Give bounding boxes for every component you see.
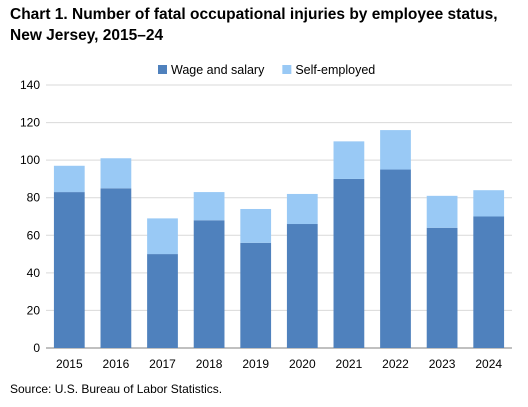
x-tick-label: 2016 <box>103 357 130 371</box>
bar-self-employed-2017 <box>147 218 178 255</box>
bar-wage-and-salary-2017 <box>147 254 178 348</box>
y-tick-label: 120 <box>20 116 40 130</box>
bar-wage-and-salary-2016 <box>100 188 132 348</box>
legend-label: Wage and salary <box>171 63 265 77</box>
bar-self-employed-2024 <box>473 190 505 217</box>
bar-self-employed-2020 <box>286 193 318 225</box>
bar-self-employed-2023 <box>426 195 458 228</box>
bar-wage-and-salary-2019 <box>240 242 272 348</box>
y-axis-ticks: 0 20 40 60 80 100 120 140 <box>20 78 40 355</box>
bar-self-employed-2018 <box>193 192 225 221</box>
bars <box>53 130 505 348</box>
x-tick-label: 2024 <box>475 357 502 371</box>
y-tick-label: 100 <box>20 153 40 167</box>
x-tick-label: 2019 <box>242 357 269 371</box>
legend-swatch-self-employed <box>282 65 292 74</box>
bar-wage-and-salary-2022 <box>380 169 411 348</box>
legend-label: Self-employed <box>295 63 375 77</box>
legend: Wage and salary Self-employed <box>158 63 375 77</box>
bar-wage-and-salary-2020 <box>286 224 318 348</box>
x-axis-ticks: 2015 2016 2017 2018 2019 2020 2021 2022 2023 2024 <box>56 357 502 371</box>
x-tick-label: 2015 <box>56 357 83 371</box>
bar-self-employed-2019 <box>240 208 272 243</box>
chart-title: Chart 1. Number of fatal occupational in… <box>10 6 498 44</box>
bar-self-employed-2016 <box>100 158 132 189</box>
bar-self-employed-2022 <box>380 130 411 170</box>
y-tick-label: 140 <box>20 78 40 92</box>
x-tick-label: 2018 <box>196 357 223 371</box>
x-tick-label: 2023 <box>429 357 456 371</box>
bar-wage-and-salary-2018 <box>193 220 225 348</box>
source-note: Source: U.S. Bureau of Labor Statistics. <box>10 382 223 396</box>
legend-swatch-wage-and-salary <box>158 65 167 74</box>
bar-wage-and-salary-2021 <box>333 178 365 348</box>
x-tick-label: 2017 <box>149 357 176 371</box>
y-tick-label: 60 <box>27 228 41 242</box>
x-tick-label: 2021 <box>336 357 363 371</box>
y-tick-label: 40 <box>27 266 41 280</box>
bar-wage-and-salary-2024 <box>473 216 505 348</box>
y-tick-label: 0 <box>33 341 40 355</box>
bar-self-employed-2015 <box>53 165 85 193</box>
y-tick-label: 20 <box>27 303 41 317</box>
bar-self-employed-2021 <box>333 141 365 179</box>
x-tick-label: 2022 <box>382 357 409 371</box>
x-tick-label: 2020 <box>289 357 316 371</box>
y-tick-label: 80 <box>27 191 41 205</box>
bar-wage-and-salary-2023 <box>426 227 458 348</box>
bar-wage-and-salary-2015 <box>53 192 85 348</box>
